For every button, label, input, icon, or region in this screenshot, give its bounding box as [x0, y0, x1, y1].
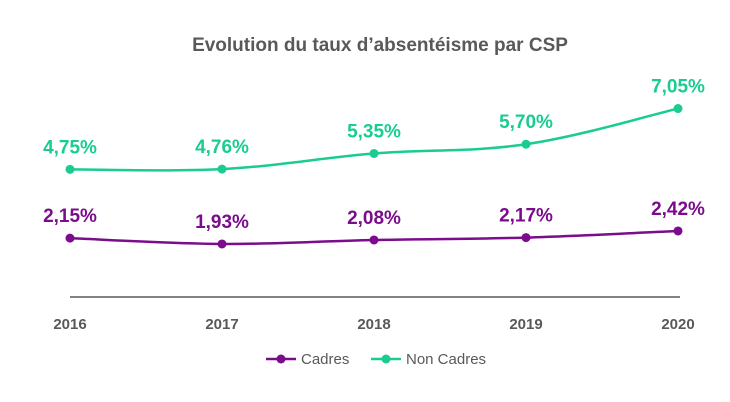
- series-layer: [65, 104, 683, 249]
- data-point-cadres-2016: [65, 233, 75, 243]
- data-label-non-cadres-2019: 5,70%: [499, 112, 553, 133]
- data-label-cadres-2020: 2,42%: [651, 199, 705, 220]
- data-point-non-cadres-2020: [673, 104, 683, 114]
- data-point-cadres-2019: [521, 233, 531, 243]
- legend-label-cadres: Cadres: [301, 351, 349, 368]
- data-label-non-cadres-2018: 5,35%: [347, 121, 401, 142]
- legend-item-non-cadres[interactable]: Non Cadres: [371, 351, 486, 368]
- x-tick-label-2018: 2018: [357, 316, 390, 333]
- data-point-non-cadres-2016: [65, 164, 75, 174]
- data-label-cadres-2019: 2,17%: [499, 206, 553, 227]
- legend[interactable]: Cadres Non Cadres: [266, 351, 486, 368]
- legend-marker-cadres: [276, 354, 286, 364]
- data-label-cadres-2017: 1,93%: [195, 212, 249, 233]
- data-point-cadres-2017: [217, 239, 227, 249]
- data-point-cadres-2020: [673, 226, 683, 236]
- data-point-non-cadres-2018: [369, 148, 379, 158]
- x-tick-labels: 2016 2017 2018 2019 2020: [53, 316, 694, 333]
- data-point-non-cadres-2017: [217, 164, 227, 174]
- legend-label-non-cadres: Non Cadres: [406, 351, 486, 368]
- data-label-non-cadres-2020: 7,05%: [651, 77, 705, 98]
- data-label-cadres-2016: 2,15%: [43, 206, 97, 227]
- legend-marker-non-cadres: [381, 354, 391, 364]
- data-label-cadres-2018: 2,08%: [347, 208, 401, 229]
- x-tick-label-2020: 2020: [661, 316, 694, 333]
- legend-item-cadres[interactable]: Cadres: [266, 351, 349, 368]
- x-tick-label-2016: 2016: [53, 316, 86, 333]
- data-label-non-cadres-2016: 4,75%: [43, 137, 97, 158]
- data-point-non-cadres-2019: [521, 139, 531, 149]
- x-tick-label-2019: 2019: [509, 316, 542, 333]
- data-point-cadres-2018: [369, 235, 379, 245]
- data-label-non-cadres-2017: 4,76%: [195, 137, 249, 158]
- chart-title: Evolution du taux d’absentéisme par CSP: [192, 35, 568, 56]
- data-labels-layer: 2,15% 1,93% 2,08% 2,17% 2,42% 4,75% 4,76% 5,35%…: [43, 77, 705, 233]
- x-tick-label-2017: 2017: [205, 316, 238, 333]
